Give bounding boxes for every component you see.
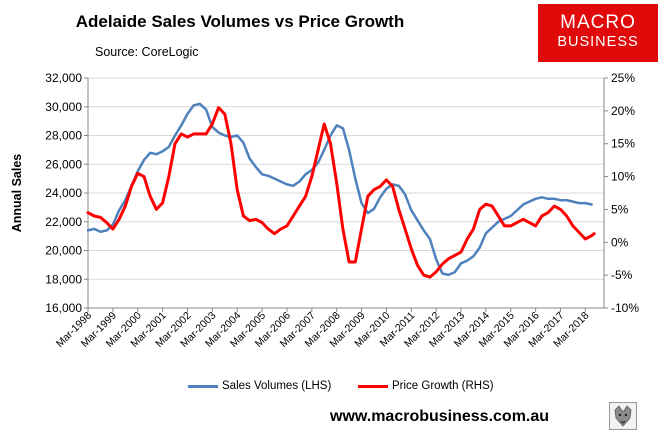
logo-line-2: BUSINESS	[557, 34, 639, 50]
chart-source: Source: CoreLogic	[95, 45, 199, 59]
y-axis-title: Annual Sales	[10, 154, 24, 233]
y-tick-label: 16,000	[45, 301, 82, 315]
y-tick-label: 26,000	[45, 157, 82, 171]
series-line-price-growth	[86, 106, 596, 279]
y2-tick-label: 20%	[611, 104, 635, 118]
legend-swatch-sales	[188, 384, 218, 388]
legend: Sales Volumes (LHS) Price Growth (RHS)	[0, 380, 660, 396]
y2-tick-label: -5%	[611, 268, 633, 282]
y-tick-label: 32,000	[45, 71, 82, 85]
y2-tick-label: 0%	[611, 235, 629, 249]
legend-item-price: Price Growth (RHS)	[358, 380, 494, 392]
y-tick-label: 22,000	[45, 215, 82, 229]
y-tick-label: 18,000	[45, 272, 82, 286]
legend-swatch-price	[358, 384, 388, 388]
y-tick-label: 28,000	[45, 129, 82, 143]
y-tick-label: 30,000	[45, 100, 82, 114]
legend-label-sales: Sales Volumes (LHS)	[222, 380, 332, 392]
y2-tick-label: 15%	[611, 137, 635, 151]
logo-line-1: MACRO	[560, 12, 636, 33]
y2-tick-label: 25%	[611, 71, 635, 85]
y-tick-label: 24,000	[45, 186, 82, 200]
y2-tick-label: -10%	[611, 301, 639, 315]
macrobusiness-logo: MACRO BUSINESS	[538, 4, 658, 62]
wolf-logo-icon	[609, 402, 637, 430]
y2-tick-label: 5%	[611, 202, 629, 216]
series-line-sales-volumes	[86, 102, 593, 277]
legend-label-price: Price Growth (RHS)	[392, 380, 494, 392]
footer-url[interactable]: www.macrobusiness.com.au	[330, 408, 550, 425]
y-tick-label: 20,000	[45, 244, 82, 258]
chart-title: Adelaide Sales Volumes vs Price Growth	[75, 12, 405, 31]
y2-tick-label: 10%	[611, 170, 635, 184]
legend-item-sales: Sales Volumes (LHS)	[188, 380, 331, 392]
